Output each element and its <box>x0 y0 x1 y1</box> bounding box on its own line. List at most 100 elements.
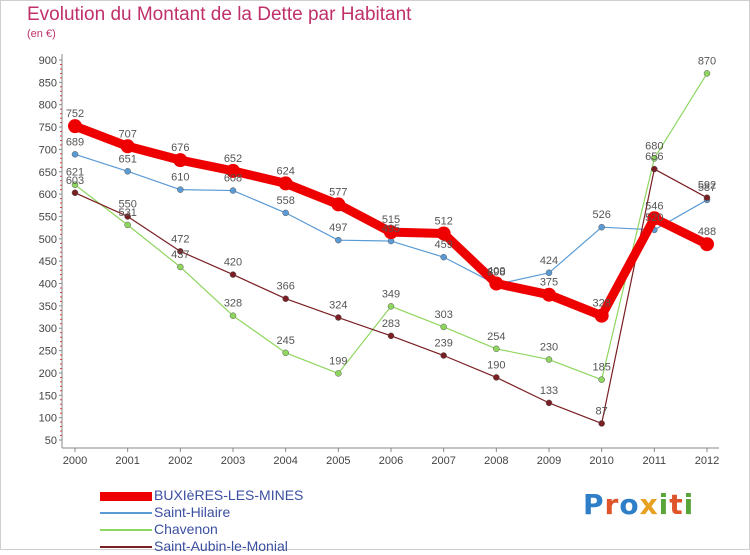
data-point <box>440 352 447 359</box>
data-label: 550 <box>118 198 136 210</box>
data-point <box>173 153 188 168</box>
data-point <box>71 189 79 197</box>
y-tick-label: 250 <box>39 346 57 358</box>
data-label: 328 <box>592 298 610 310</box>
data-label: 652 <box>224 153 242 165</box>
data-label: 349 <box>382 288 400 300</box>
data-label: 133 <box>540 385 558 397</box>
data-label: 680 <box>645 140 663 152</box>
data-label: 199 <box>329 355 347 367</box>
logo-letter: x <box>639 488 659 521</box>
data-label: 398 <box>487 266 505 278</box>
data-point <box>440 323 447 331</box>
data-point <box>598 223 605 231</box>
data-label: 520 <box>645 212 663 224</box>
logo-letter: o <box>619 488 640 521</box>
data-label: 676 <box>171 142 189 154</box>
x-tick-label: 2001 <box>115 455 139 467</box>
y-tick-label: 400 <box>39 279 57 291</box>
data-point <box>282 349 289 357</box>
x-tick-label: 2008 <box>484 455 508 467</box>
data-point <box>331 197 346 212</box>
y-tick-label: 850 <box>39 77 57 89</box>
data-label: 328 <box>224 298 242 310</box>
data-point <box>229 187 237 194</box>
data-label: 254 <box>487 331 505 343</box>
data-point <box>598 420 605 427</box>
logo-letter: t <box>669 488 684 521</box>
data-label: 531 <box>118 207 136 219</box>
data-point <box>647 211 662 226</box>
x-tick-label: 2003 <box>221 455 245 467</box>
y-tick-label: 550 <box>39 211 57 223</box>
data-label: 526 <box>592 209 610 221</box>
data-point <box>387 303 395 310</box>
data-label: 577 <box>329 186 347 198</box>
data-point <box>594 308 609 323</box>
y-tick-label: 450 <box>39 256 57 268</box>
data-label: 689 <box>66 136 84 148</box>
x-tick-label: 2011 <box>643 455 667 467</box>
x-tick-label: 2010 <box>589 455 613 467</box>
data-point <box>703 70 711 77</box>
y-tick-label: 600 <box>39 189 57 201</box>
data-point <box>703 194 711 201</box>
data-point <box>598 376 605 383</box>
y-tick-label: 800 <box>39 100 57 112</box>
data-point <box>545 269 553 277</box>
y-tick-label: 350 <box>39 301 57 313</box>
data-point <box>124 221 131 229</box>
data-point <box>545 356 553 363</box>
y-tick-label: 500 <box>39 234 57 246</box>
data-point <box>71 181 79 188</box>
data-point <box>651 155 658 162</box>
data-point <box>177 263 184 271</box>
data-label: 324 <box>329 300 347 312</box>
y-tick-label: 750 <box>39 122 57 134</box>
x-tick-label: 2007 <box>431 455 455 467</box>
legend-label: Saint-Hilaire <box>154 504 231 520</box>
data-label: 495 <box>382 223 400 235</box>
y-tick-label: 300 <box>39 323 57 335</box>
data-label: 303 <box>434 309 452 321</box>
data-point <box>120 139 135 154</box>
data-label: 424 <box>540 255 558 267</box>
data-point <box>335 236 342 244</box>
data-label: 472 <box>171 233 189 245</box>
data-label: 558 <box>276 195 294 207</box>
legend-swatch <box>100 529 152 531</box>
data-point <box>226 163 240 178</box>
legend-label: Saint-Aubin-le-Monial <box>154 538 288 554</box>
data-point <box>68 119 82 134</box>
data-point <box>493 345 500 353</box>
data-point <box>542 287 556 302</box>
legend-swatch <box>100 546 152 548</box>
data-point <box>651 165 658 173</box>
y-tick-label: 900 <box>39 55 57 67</box>
data-label: 512 <box>434 215 452 227</box>
data-point <box>335 314 342 321</box>
data-point <box>177 186 184 193</box>
legend-swatch <box>100 512 152 514</box>
data-label: 515 <box>382 214 400 226</box>
data-point <box>229 312 237 319</box>
x-tick-label: 2009 <box>537 455 561 467</box>
data-point <box>489 276 504 291</box>
data-label: 190 <box>487 359 505 371</box>
data-label: 420 <box>224 257 242 269</box>
data-label: 707 <box>118 128 136 140</box>
logo-letter: P <box>583 488 605 521</box>
x-tick-label: 2002 <box>168 455 192 467</box>
data-label: 608 <box>224 173 242 185</box>
data-label: 752 <box>66 108 84 120</box>
data-point <box>278 176 293 191</box>
chart-title: Evolution du Montant de la Dette par Hab… <box>27 4 412 25</box>
data-label: 587 <box>698 182 716 194</box>
data-label: 870 <box>698 55 716 67</box>
data-label: 603 <box>66 175 84 187</box>
data-point <box>440 253 447 261</box>
data-label: 245 <box>276 335 294 347</box>
data-point <box>282 209 289 217</box>
data-point <box>177 248 184 255</box>
